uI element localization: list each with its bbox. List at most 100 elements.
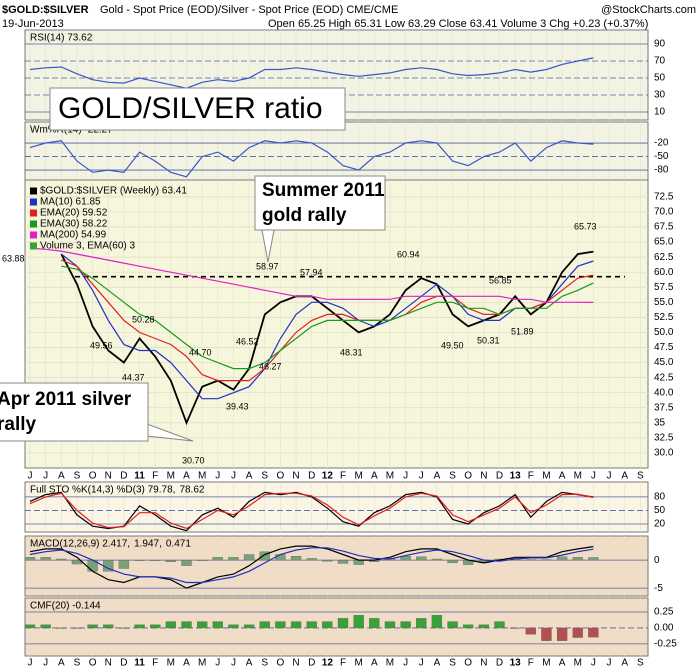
series-line xyxy=(60,253,594,400)
series-bar xyxy=(556,627,568,641)
x-tick-label: M xyxy=(198,658,206,669)
x-tick-label: M xyxy=(574,658,582,669)
x-tick-label: O xyxy=(277,471,285,482)
y-tick-label: 50 xyxy=(654,73,666,84)
series-bar xyxy=(40,624,51,629)
point-label: 58.97 xyxy=(256,261,279,271)
series-bar xyxy=(181,621,192,629)
x-tick-label: N xyxy=(480,658,487,669)
series-bar xyxy=(243,554,255,561)
series-bar xyxy=(322,621,333,629)
series-bar xyxy=(369,618,380,629)
series-bar xyxy=(353,615,364,629)
x-tick-label: A xyxy=(183,658,190,669)
legend-swatch xyxy=(30,187,37,195)
series-line xyxy=(29,140,594,178)
panel-legend: 78.62 xyxy=(179,485,204,496)
x-tick-label: A xyxy=(371,658,378,669)
y-tick-label: 40.0 xyxy=(654,387,674,398)
x-tick-label: A xyxy=(183,471,190,482)
point-label: 39.43 xyxy=(226,401,249,411)
x-tick-label: S xyxy=(449,658,456,669)
x-tick-label: A xyxy=(246,658,253,669)
x-tick-label: A xyxy=(434,471,441,482)
x-tick-label: S xyxy=(74,658,81,669)
callouts: GOLD/SILVER ratio Summer 2011 gold rally… xyxy=(0,87,386,442)
x-tick-label: F xyxy=(152,471,158,482)
series-bar xyxy=(228,624,239,629)
point-label: 63.88 xyxy=(2,253,25,263)
series-bar xyxy=(447,621,458,629)
series-bar xyxy=(181,559,192,566)
x-tick-label: O xyxy=(89,471,97,482)
x-tick-label: D xyxy=(308,471,315,482)
panel-legend: Full STO %K(14,3) %D(3) 79.78, xyxy=(30,485,175,496)
x-tick-label: A xyxy=(621,658,628,669)
series-bar xyxy=(40,557,51,561)
x-tick-label: M xyxy=(167,658,175,669)
series-bar xyxy=(56,558,67,561)
y-tick-label: -0.25 xyxy=(654,639,677,650)
y-tick-label: 0.00 xyxy=(654,623,674,634)
x-tick-label: M xyxy=(167,471,175,482)
point-label: 51.89 xyxy=(511,326,534,336)
series-bar xyxy=(134,624,145,629)
series-bar xyxy=(24,557,36,561)
x-tick-label: D xyxy=(496,658,503,669)
x-tick-label: A xyxy=(559,471,566,482)
series-bar xyxy=(71,627,83,629)
y-tick-label: 37.5 xyxy=(654,402,674,413)
series-bar xyxy=(541,559,552,561)
x-tick-label: M xyxy=(542,658,550,669)
y-tick-label: 52.5 xyxy=(654,312,674,323)
series-bar xyxy=(588,557,599,561)
series-bar xyxy=(290,556,302,561)
series-bar xyxy=(306,621,317,629)
x-tick-label: A xyxy=(246,471,253,482)
series-bar xyxy=(134,559,145,561)
y-tick-label: -80 xyxy=(654,165,669,176)
series-bar xyxy=(306,558,317,561)
series-bar xyxy=(447,559,458,564)
y-tick-label: 55.0 xyxy=(654,297,674,308)
panel-legend: 1.947, xyxy=(134,539,162,550)
x-tick-label: O xyxy=(464,658,472,669)
callout-box xyxy=(254,175,386,231)
x-tick-label: S xyxy=(261,658,268,669)
y-tick-label: -20 xyxy=(654,138,669,149)
y-tick-label: 42.5 xyxy=(654,372,674,383)
point-label: 46.27 xyxy=(259,361,282,371)
x-tick-label: D xyxy=(120,471,127,482)
callout-april: rally xyxy=(0,414,37,435)
x-tick-label: A xyxy=(559,658,566,669)
x-tick-label: M xyxy=(386,658,394,669)
series-bar xyxy=(556,556,568,561)
legend-label: Volume 3, EMA(60) 3 xyxy=(40,241,135,252)
y-tick-label: 47.5 xyxy=(654,342,674,353)
callout-april: Apr 2011 silver xyxy=(0,389,132,410)
symbol: $GOLD:$SILVER xyxy=(2,4,89,16)
description: Gold - Spot Price (EOD)/Silver - Spot Pr… xyxy=(100,4,398,16)
x-tick-label: N xyxy=(292,658,299,669)
date: 19-Jun-2013 xyxy=(2,18,64,30)
point-label: 60.94 xyxy=(397,249,420,259)
x-tick-label: A xyxy=(58,471,65,482)
x-tick-label: S xyxy=(74,471,81,482)
callout-box xyxy=(49,87,346,131)
y-tick-label: -5 xyxy=(654,583,663,594)
legend-label: MA(10) 61.85 xyxy=(40,197,101,208)
series-bar xyxy=(24,624,36,629)
series-bar xyxy=(56,627,67,629)
series-bar xyxy=(243,624,255,629)
point-label: 57.94 xyxy=(300,267,323,277)
series-line xyxy=(29,57,594,89)
y-tick-label: 30 xyxy=(654,90,666,101)
series-bar xyxy=(416,556,427,561)
series-line xyxy=(29,547,594,584)
series-bar xyxy=(165,559,177,562)
x-tick-label: J xyxy=(28,471,33,482)
point-label: 65.73 xyxy=(574,221,597,231)
series-bar xyxy=(588,627,599,638)
x-tick-label: A xyxy=(621,471,628,482)
x-tick-label: D xyxy=(120,658,127,669)
